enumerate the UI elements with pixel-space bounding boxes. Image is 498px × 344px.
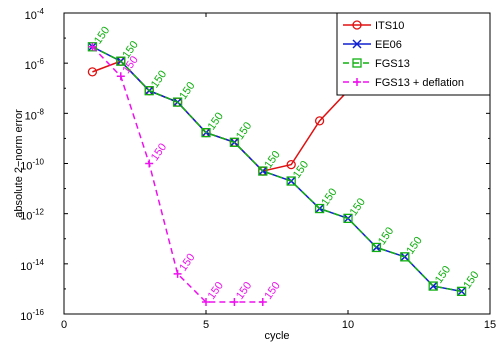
data-point bbox=[87, 67, 98, 77]
data-point bbox=[230, 298, 239, 307]
data-point bbox=[88, 42, 97, 51]
data-point bbox=[314, 116, 325, 126]
data-point bbox=[229, 137, 240, 147]
legend-marker bbox=[352, 20, 362, 30]
series-fgs13 bbox=[87, 42, 467, 296]
series-line bbox=[92, 46, 462, 293]
data-point bbox=[258, 298, 267, 307]
legend-entry: EE06 bbox=[343, 39, 402, 51]
x-axis-label: cycle bbox=[264, 330, 289, 342]
data-point bbox=[400, 252, 410, 262]
data-point bbox=[173, 269, 182, 278]
legend-entry: FGS13 bbox=[343, 58, 410, 70]
y-tick-label: 10-4 bbox=[25, 7, 45, 22]
data-point bbox=[428, 281, 438, 291]
legend: ITS10 EE06 FGS13 FGS13 + deflation bbox=[336, 12, 491, 96]
data-point bbox=[456, 286, 467, 296]
data-point bbox=[201, 127, 211, 138]
data-point bbox=[145, 159, 154, 168]
tick-labels: 0 5 10 15 10-16 10-14 10-12 10-10 10-8 10-6 10-4 bbox=[20, 7, 496, 331]
data-point bbox=[172, 97, 183, 107]
y-tick-label: 10-8 bbox=[25, 107, 45, 122]
legend-entry: ITS10 bbox=[343, 20, 404, 32]
legend-marker bbox=[352, 58, 362, 68]
data-point bbox=[202, 298, 210, 307]
series-fgs13-deflation bbox=[88, 42, 267, 307]
x-tick-label: 5 bbox=[203, 319, 209, 331]
data-point bbox=[116, 56, 126, 66]
data-point bbox=[343, 213, 353, 224]
legend-label: FGS13 bbox=[375, 58, 410, 70]
x-tick-label: 15 bbox=[484, 319, 496, 331]
x-tick-label: 0 bbox=[61, 319, 67, 331]
data-point bbox=[116, 72, 125, 81]
data-point bbox=[314, 203, 325, 214]
y-axis-label: absolute 2−norm error bbox=[13, 109, 25, 218]
legend-label: ITS10 bbox=[375, 20, 404, 32]
y-tick-label: 10-12 bbox=[20, 208, 44, 223]
data-point bbox=[144, 86, 154, 96]
y-tick-label: 10-10 bbox=[20, 158, 44, 173]
legend-entry: FGS13 + deflation bbox=[343, 77, 464, 89]
data-point bbox=[286, 176, 296, 186]
y-tick-label: 10-6 bbox=[25, 57, 45, 72]
legend-label: FGS13 + deflation bbox=[375, 77, 464, 89]
data-point bbox=[286, 159, 296, 170]
x-tick-label: 10 bbox=[342, 319, 354, 331]
legend-box bbox=[336, 12, 491, 96]
legend-marker bbox=[353, 78, 361, 86]
y-tick-label: 10-16 bbox=[20, 308, 44, 323]
legend-marker bbox=[352, 39, 362, 49]
y-tick-label: 10-14 bbox=[20, 258, 44, 273]
legend-label: EE06 bbox=[375, 39, 402, 51]
data-point bbox=[457, 286, 467, 296]
data-point bbox=[371, 242, 382, 253]
data-point bbox=[258, 166, 268, 176]
